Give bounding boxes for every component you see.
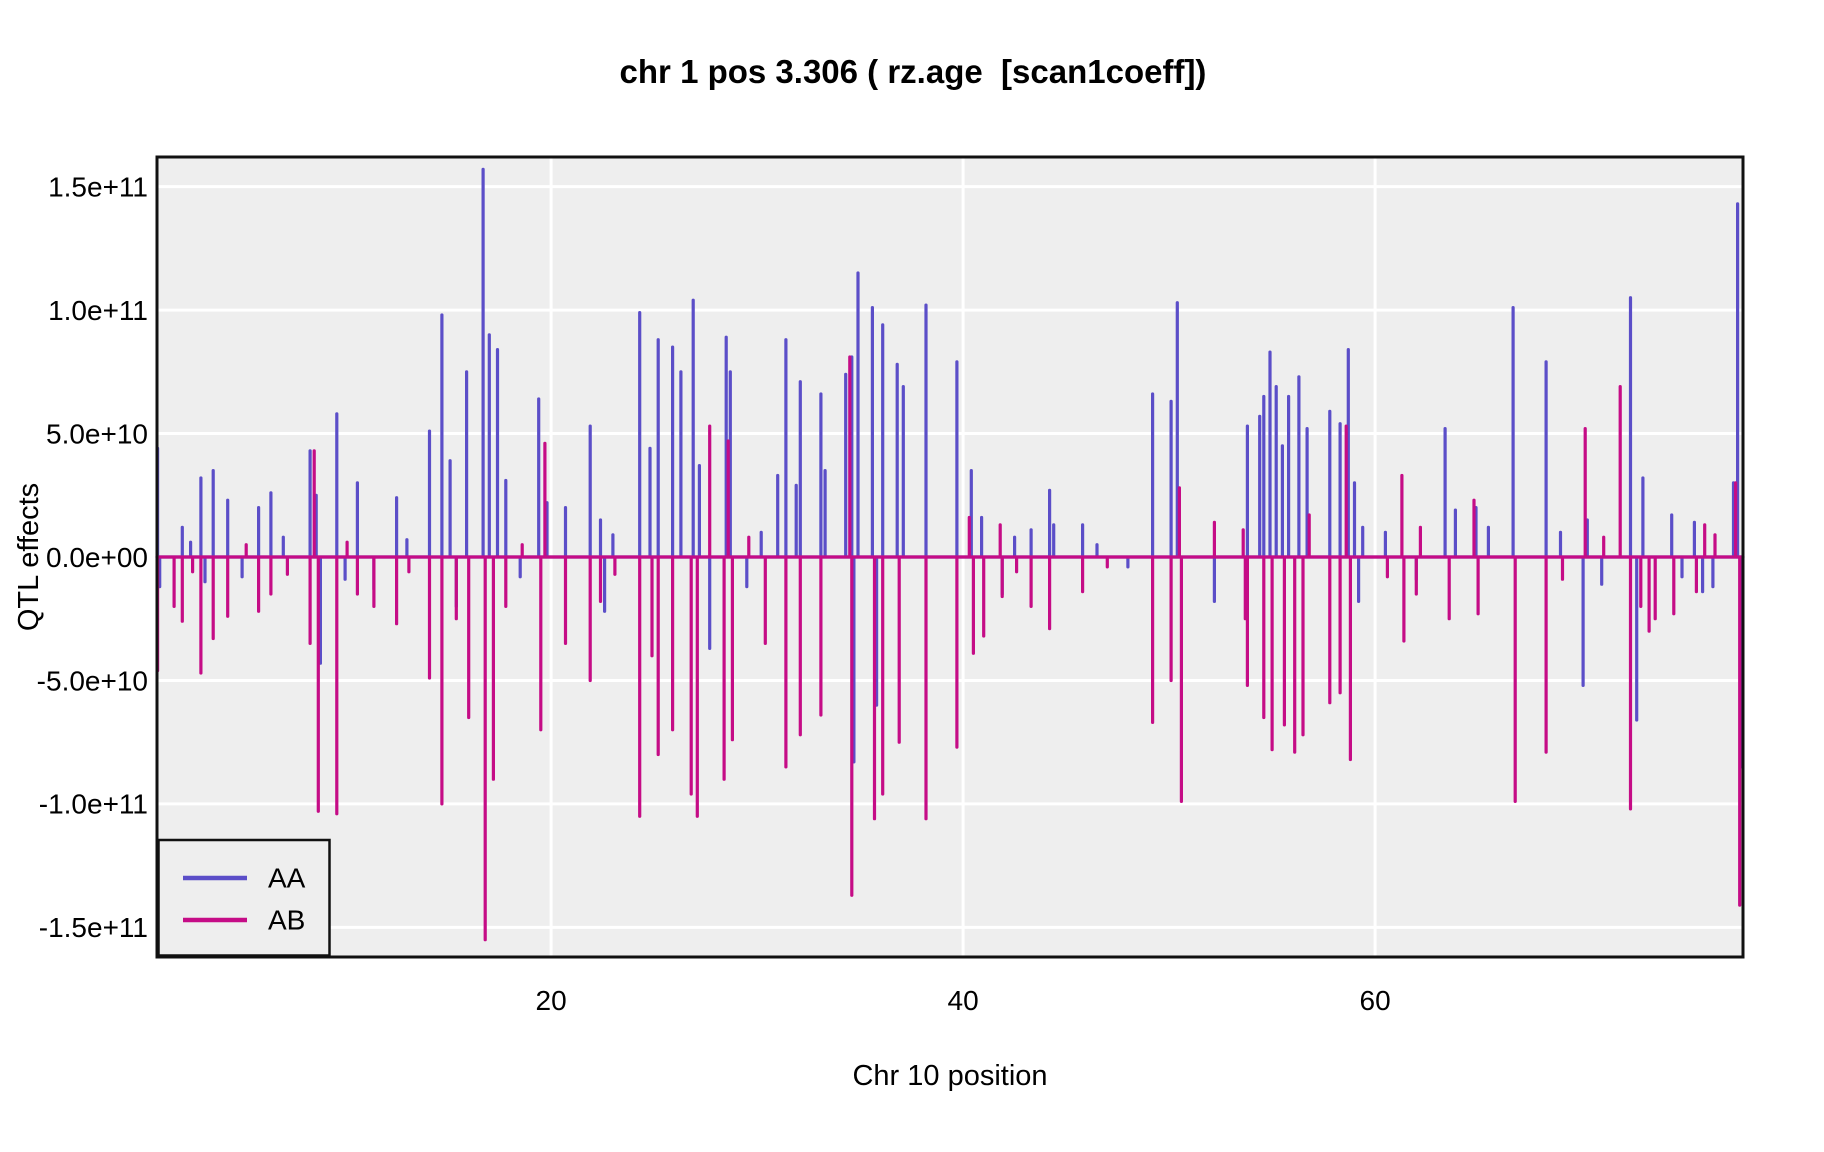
- x-tick-label: 40: [948, 985, 979, 1016]
- y-tick-label: 1.5e+11: [48, 171, 148, 202]
- y-tick-label: 5.0e+10: [46, 418, 148, 449]
- tick-labels: 20 40 60 1.5e+11 1.0e+11 5.0e+10 0.0e+00 -5.0e+…: [37, 171, 1391, 1016]
- y-axis-title: QTL effects: [13, 483, 45, 631]
- legend-label-ab: AB: [268, 905, 305, 936]
- y-tick-label: 1.0e+11: [48, 295, 148, 326]
- chart-title: chr 1 pos 3.306 ( rz.age [scan1coeff]): [620, 53, 1207, 90]
- y-tick-label: -1.0e+11: [39, 789, 148, 820]
- series-AB-line: [155, 355, 1745, 942]
- series-group: [155, 167, 1745, 942]
- legend-box: AA AB: [157, 838, 331, 957]
- y-tick-label: -1.5e+11: [39, 912, 148, 943]
- y-tick-label: 0.0e+00: [46, 542, 148, 573]
- y-tick-label: -5.0e+10: [37, 665, 148, 696]
- x-tick-label: 60: [1360, 985, 1391, 1016]
- legend-background: [157, 838, 331, 957]
- legend-label-aa: AA: [268, 863, 306, 894]
- panel-border: [155, 155, 1745, 959]
- x-tick-label: 20: [536, 985, 567, 1016]
- x-axis-title: Chr 10 position: [852, 1060, 1047, 1092]
